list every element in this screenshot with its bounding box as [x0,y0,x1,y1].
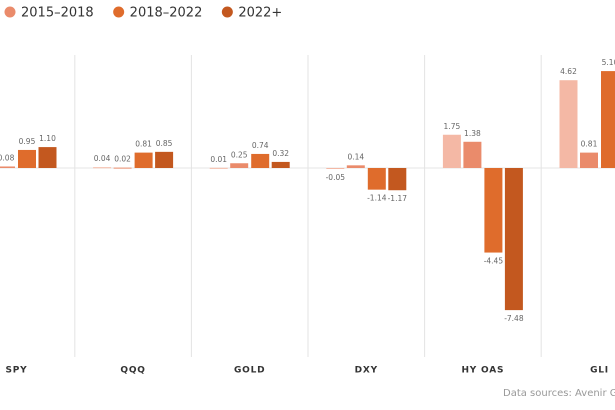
bar [113,167,132,169]
bar [230,163,249,168]
bar [559,80,578,168]
value-label: 0.08 [0,153,15,162]
legend-label: 2015–2018 [21,6,94,21]
value-label: 0.25 [231,150,248,159]
value-label: 0.04 [94,154,111,163]
value-label: 1.75 [444,122,461,131]
value-label: 0.95 [19,137,36,146]
value-label: 0.01 [210,155,227,164]
bar [601,71,615,168]
legend-swatch [221,6,233,18]
value-label: 0.81 [581,140,598,149]
category-label: HY OAS [461,366,504,376]
value-label: 0.81 [135,140,152,149]
value-label: 0.74 [252,141,269,150]
value-label: 0.02 [114,155,131,164]
value-label: -1.14 [367,194,387,203]
value-label: -7.48 [504,314,524,323]
bar [38,147,57,168]
bar [209,167,228,169]
category-label: GLI [590,366,609,376]
category-label: DXY [355,366,378,376]
category-label: SPY [6,366,28,376]
category-label: GOLD [234,366,265,376]
value-label: 5.10 [602,58,615,67]
value-label: 0.85 [156,139,173,148]
value-label: 0.32 [272,149,289,158]
legend-label: 2022+ [238,6,282,21]
bar [134,152,153,168]
bar [18,149,36,168]
value-label: 4.62 [560,67,577,76]
bar [155,151,174,168]
bar [484,168,503,253]
bar [580,152,598,168]
bar [271,161,290,168]
legend-swatch [4,6,16,18]
bar [442,134,461,168]
bar [251,153,270,168]
bar [0,166,15,168]
bar [346,165,365,168]
bar [504,168,523,311]
legend-label: 2018–2022 [130,6,203,21]
bar [326,168,345,169]
value-label: -4.45 [484,257,504,266]
value-label: -0.05 [326,173,346,182]
bar [388,168,407,191]
legend-swatch [113,6,125,18]
value-label: 0.14 [347,152,364,161]
value-label: 1.10 [39,134,56,143]
category-label: QQQ [120,366,145,376]
bar [367,168,386,190]
value-label: 1.38 [464,129,481,138]
value-label: -1.17 [388,194,408,203]
source-note: Data sources: Avenir Gro [503,388,615,399]
bar [463,141,482,168]
bar [93,167,112,169]
